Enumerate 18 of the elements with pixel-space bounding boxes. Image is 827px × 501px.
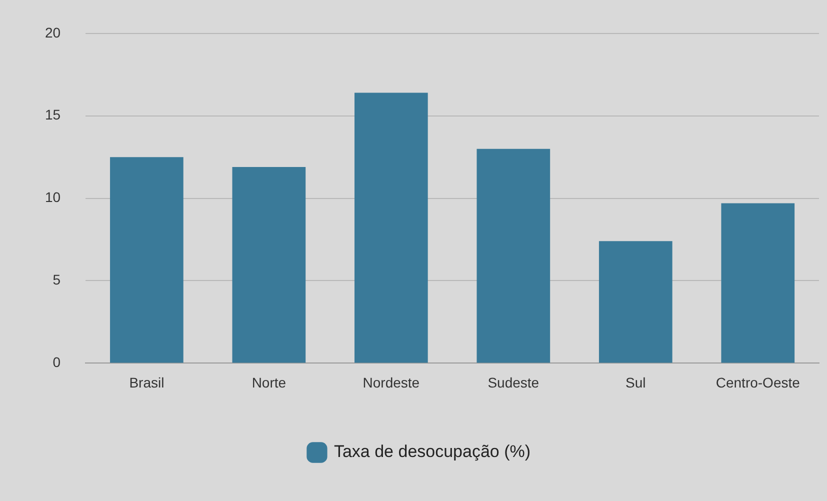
bar: [232, 166, 306, 363]
x-tick-label: Nordeste: [362, 374, 420, 390]
bar: [476, 148, 550, 363]
y-tick-label: 15: [44, 106, 61, 123]
y-tick-label: 10: [44, 189, 61, 206]
bar: [110, 157, 184, 363]
y-tick-label: 5: [52, 272, 61, 288]
bar: [721, 203, 795, 363]
y-tick-label: 20: [44, 24, 61, 40]
x-tick-label: Sudeste: [488, 374, 540, 390]
y-tick-label: 0: [52, 354, 61, 370]
bar: [598, 241, 672, 363]
legend-label: Taxa de desocupação (%): [334, 442, 531, 462]
x-tick-label: Centro-Oeste: [716, 374, 800, 390]
x-tick-label: Norte: [252, 374, 286, 390]
x-tick-label: Brasil: [129, 374, 164, 390]
bar: [354, 92, 428, 363]
x-tick-label: Sul: [626, 374, 646, 390]
